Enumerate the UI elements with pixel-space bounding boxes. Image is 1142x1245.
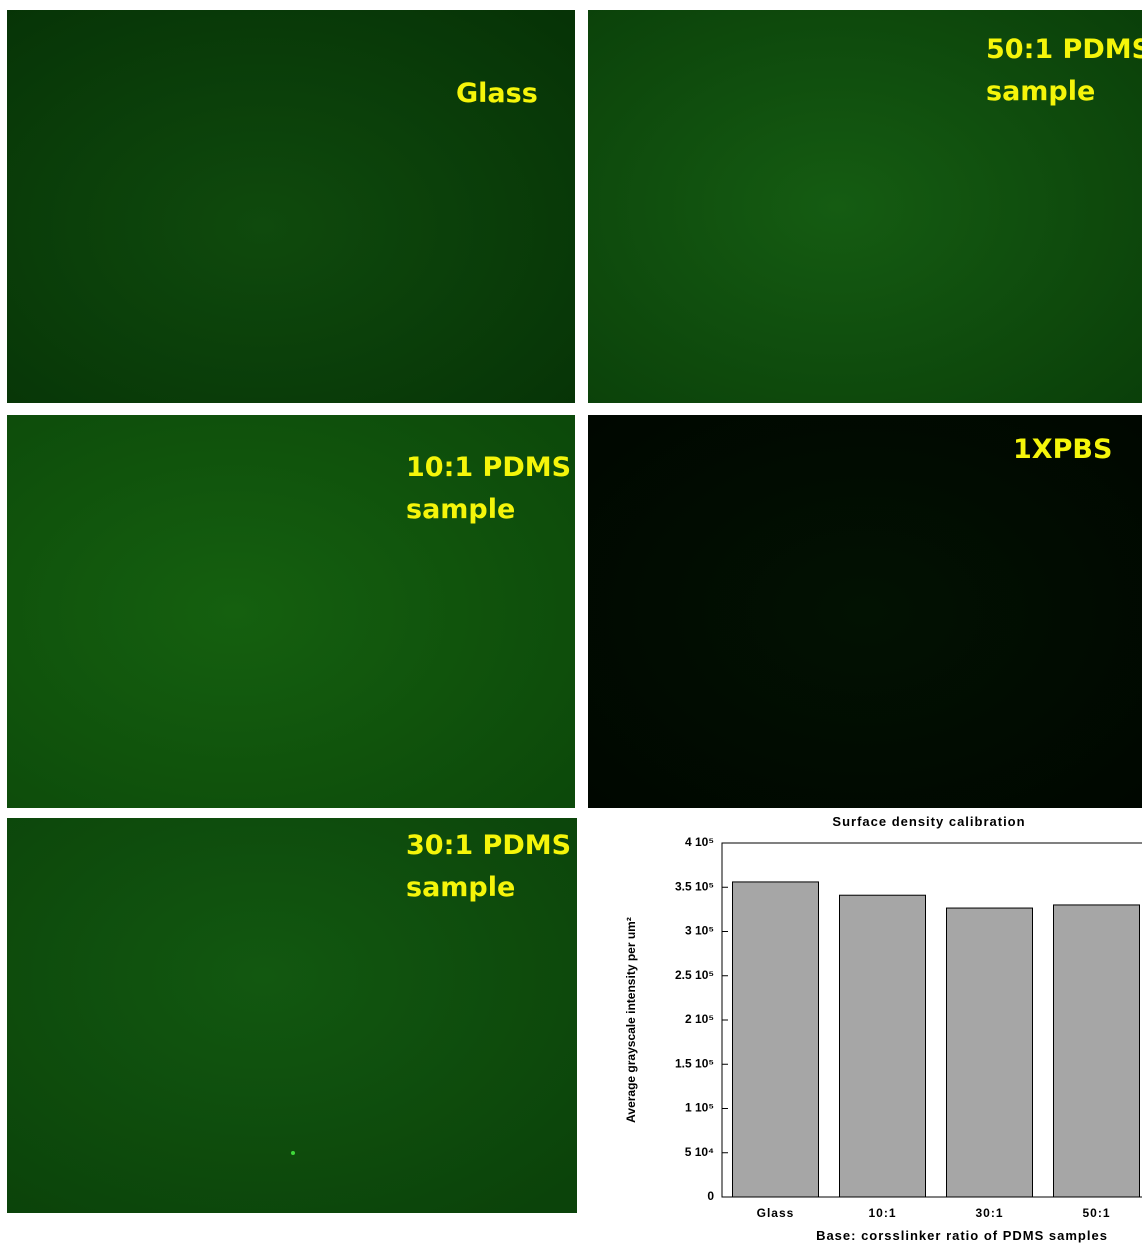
figure: Glass 50:1 PDMS sample 10:1 PDMS sample … bbox=[0, 0, 1142, 1245]
bar bbox=[840, 895, 926, 1197]
bar bbox=[733, 882, 819, 1197]
y-tick-label: 4 10⁵ bbox=[685, 835, 714, 849]
image-panel bbox=[588, 415, 1142, 808]
y-tick-label: 0 bbox=[707, 1189, 714, 1203]
panel-label: sample bbox=[406, 494, 515, 525]
panel-label: 50:1 PDMS bbox=[986, 34, 1142, 65]
page: {"panels": [ {"lines": ["Glass"]}, {"lin… bbox=[0, 0, 1142, 1245]
panel-label: 1XPBS bbox=[1013, 434, 1112, 465]
x-tick-label: Glass bbox=[757, 1206, 795, 1220]
x-axis-label: Base: corsslinker ratio of PDMS samples bbox=[816, 1228, 1108, 1243]
image-panel bbox=[7, 10, 575, 403]
y-tick-label: 5 10⁴ bbox=[685, 1145, 714, 1159]
panel-label: 30:1 PDMS bbox=[406, 830, 571, 861]
speck bbox=[291, 1151, 295, 1155]
bar bbox=[947, 908, 1033, 1197]
y-tick-label: 1 10⁵ bbox=[685, 1101, 714, 1115]
x-tick-label: 10:1 bbox=[868, 1206, 896, 1220]
chart-title: Surface density calibration bbox=[832, 814, 1025, 829]
image-panel bbox=[588, 10, 1142, 403]
panel-label: Glass bbox=[456, 78, 538, 109]
panel-label: sample bbox=[406, 872, 515, 903]
y-tick-label: 1.5 10⁵ bbox=[675, 1056, 714, 1070]
panel-label: 10:1 PDMS bbox=[406, 452, 571, 483]
y-tick-label: 3.5 10⁵ bbox=[675, 879, 714, 893]
y-tick-label: 2 10⁵ bbox=[685, 1012, 714, 1026]
y-axis-label: Average grayscale intensity per um² bbox=[624, 917, 638, 1123]
panel-label: sample bbox=[986, 76, 1095, 107]
bar bbox=[1054, 905, 1140, 1197]
y-tick-label: 3 10⁵ bbox=[685, 924, 714, 938]
x-tick-label: 50:1 bbox=[1082, 1206, 1110, 1220]
y-tick-label: 2.5 10⁵ bbox=[675, 968, 714, 982]
x-tick-label: 30:1 bbox=[975, 1206, 1003, 1220]
